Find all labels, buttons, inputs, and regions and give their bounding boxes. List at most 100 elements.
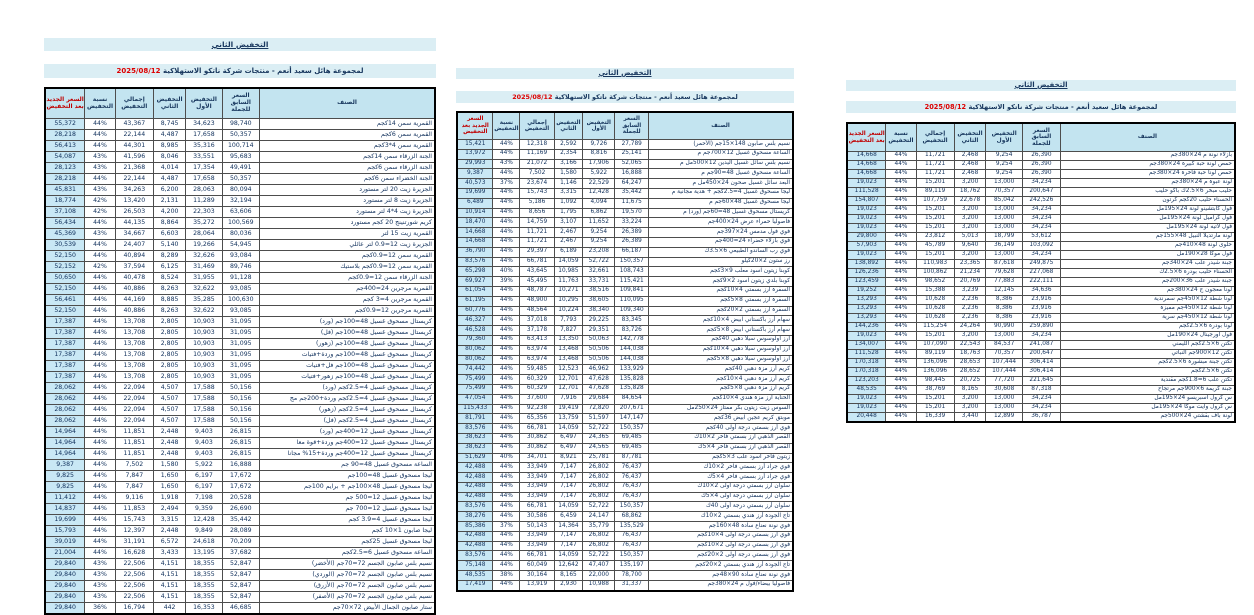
value-cell: 60,049 — [519, 560, 555, 572]
item-cell: ليجا مسحوق غسيل 48×100جم + برايم 100جم — [258, 481, 436, 493]
value-cell: 44% — [492, 579, 521, 592]
value-cell: 4,507 — [152, 382, 187, 394]
value-cell: 147,147 — [614, 413, 650, 425]
value-cell: 80,062 — [456, 344, 494, 356]
column-header: السعر السابق للجملة — [221, 87, 260, 119]
value-cell: 70,209 — [221, 536, 260, 548]
value-cell: 35,779 — [582, 521, 616, 532]
item-cell: الساعة مسحوق غسيل 48=90 جم — [258, 459, 436, 471]
table-row: الجزيرة زيت 8 لتر مستورد 32,194 11,289 2,13… — [44, 195, 436, 207]
value-cell: 123,459 — [846, 277, 887, 287]
value-cell: 79,360 — [456, 334, 494, 346]
item-cell: فوي رب الساندو الطبيعي 6×3.5ك — [648, 246, 794, 258]
value-cell: 241,087 — [1021, 340, 1061, 350]
value-cell: 93,085 — [221, 283, 260, 295]
value-cell: 20,448 — [846, 412, 887, 423]
value-cell: 14,364 — [553, 521, 584, 532]
value-cell: 15,388 — [915, 286, 955, 296]
item-cell: الجنة الزرقاء سمن 6كجم — [258, 162, 436, 174]
value-cell: 66,781 — [519, 550, 555, 562]
value-cell: 2,467 — [553, 236, 584, 248]
value-cell: 6,459 — [553, 511, 584, 523]
value-cell: 44% — [885, 250, 917, 260]
item-cell: جبنة شيدر علب 36×200جم — [1059, 277, 1236, 287]
item-cell: كريستال مسحوق غسيل 4=2.5كجم (ورد) — [258, 382, 436, 394]
value-cell: 7,827 — [553, 325, 584, 336]
value-cell: 10,271 — [553, 285, 584, 297]
value-cell: 33,949 — [519, 472, 555, 483]
value-cell: 44% — [492, 540, 521, 552]
value-cell: 10,985 — [553, 266, 584, 278]
value-cell: 442 — [152, 602, 187, 615]
value-cell: 22,094 — [114, 382, 154, 394]
value-cell: 75,148 — [456, 560, 494, 572]
value-cell: 44% — [885, 277, 917, 287]
value-cell: 66,187 — [614, 246, 650, 258]
value-cell: 44% — [885, 223, 917, 233]
value-cell: 2,930 — [553, 579, 584, 592]
value-cell: 38,516 — [582, 285, 616, 297]
value-cell: 22,506 — [114, 569, 154, 581]
value-cell: 42% — [84, 206, 116, 218]
value-cell: 44% — [885, 196, 917, 206]
value-cell: 23,916 — [1021, 313, 1061, 323]
item-cell: الجنة الزرقاء سمن 14كجم — [258, 151, 436, 163]
value-cell: 44% — [492, 139, 521, 150]
value-cell: 17,588 — [185, 393, 223, 405]
value-cell: 19,570 — [614, 207, 650, 219]
table-row: فوي رب الساندو الطبيعي 6×3.5ك 66,187 23,20… — [456, 246, 794, 258]
table-row: نسيم بلس صابون الجسم 72=70جم (الأخضر) 52,… — [44, 558, 436, 570]
table-row: تكتن 6×2.5كجم 306,414 107,444 28,652 136,096… — [846, 367, 1236, 377]
value-cell: 9,387 — [456, 168, 494, 180]
table-row: نسيم بلس صابون الجسم 72=70جم (الأزرق) 52,… — [44, 580, 436, 592]
subtitle-text: لمجموعة هائل سعيد أنعم - منتجات شركة نات… — [162, 67, 364, 75]
item-cell: نسيم بلس صابون الجسم 72=70جم (الوردي) — [258, 569, 436, 581]
item-cell: القمرية سمن 12=0.9كجم بلاستيك — [258, 261, 436, 273]
table-row: أرز اولوسوس سيلا دهبي 4×10كجم 144,038 50,5… — [456, 344, 794, 356]
value-cell: 80,036 — [221, 228, 260, 240]
value-cell: 29,225 — [582, 315, 616, 327]
value-cell: 100,569 — [221, 217, 260, 229]
item-cell: ليجا مسحوق غسيل 4=3.9 كجم — [258, 514, 436, 526]
value-cell: 72,820 — [582, 403, 616, 415]
value-cell: 44% — [492, 550, 521, 562]
table-row: الحسناء حليب 20كجم كرتون 242,526 85,042 22,… — [846, 196, 1236, 206]
table-row: زيتون فاخر اسود علب 3×5كجم 87,781 25,781 8,… — [456, 452, 794, 464]
value-cell: 21,004 — [44, 547, 86, 559]
value-cell: 109,340 — [614, 305, 650, 317]
table-row: ليجا مسحوق غسيل 12=500 جم 20,528 7,198 1,91… — [44, 492, 436, 504]
value-cell: 200,647 — [1021, 187, 1061, 197]
table-row: نسيم بلس صابون الجسم 72=70جم (الوردي) 52,… — [44, 569, 436, 581]
value-cell: 9,825 — [44, 470, 86, 482]
value-cell: 4,507 — [152, 415, 187, 427]
value-cell: 31,095 — [221, 316, 260, 328]
column-header: إجمالي التخفيض — [915, 122, 955, 152]
item-cell: السفرة أرز بسمتي 8×5كجم — [648, 295, 794, 307]
value-cell: 19,266 — [185, 239, 223, 251]
value-cell: 47,628 — [582, 383, 616, 395]
value-cell: 13,708 — [114, 316, 154, 328]
value-cell: 44% — [84, 316, 116, 328]
value-cell: 44% — [492, 334, 521, 346]
value-cell: 89,119 — [915, 187, 955, 197]
value-cell: 48,535 — [846, 385, 887, 395]
value-cell: 2,805 — [152, 360, 187, 372]
value-cell: 83,576 — [456, 550, 494, 562]
table-row: القمرية مرجرين 24=400جم 93,085 32,622 8,263… — [44, 283, 436, 295]
value-cell: 44% — [84, 547, 116, 559]
table-row: تكتن جبنة مبشورة 6×2.5كجم 306,414 107,444 2… — [846, 358, 1236, 368]
table-row: فول كابتشينو لونة 24×195مل 34,234 13,000 3,… — [846, 205, 1236, 215]
value-cell: 135,828 — [614, 383, 650, 395]
value-cell: 2,592 — [553, 139, 584, 150]
value-cell: 2,805 — [152, 327, 187, 339]
value-cell: 13,000 — [985, 250, 1023, 260]
item-cell: فول كراميل لونة 24×195مل — [1059, 214, 1236, 224]
table-row: فوي جراد أرز بسمتي فاخر 4×5ك 76,437 26,802… — [456, 472, 794, 483]
value-cell: 44% — [492, 374, 521, 385]
value-cell: 17,387 — [44, 371, 86, 383]
value-cell: 34,263 — [114, 184, 154, 196]
value-cell: 26,802 — [582, 462, 616, 474]
value-cell: 10,903 — [185, 349, 223, 361]
value-cell: 77,720 — [985, 376, 1023, 386]
value-cell: 20,769 — [953, 277, 987, 287]
